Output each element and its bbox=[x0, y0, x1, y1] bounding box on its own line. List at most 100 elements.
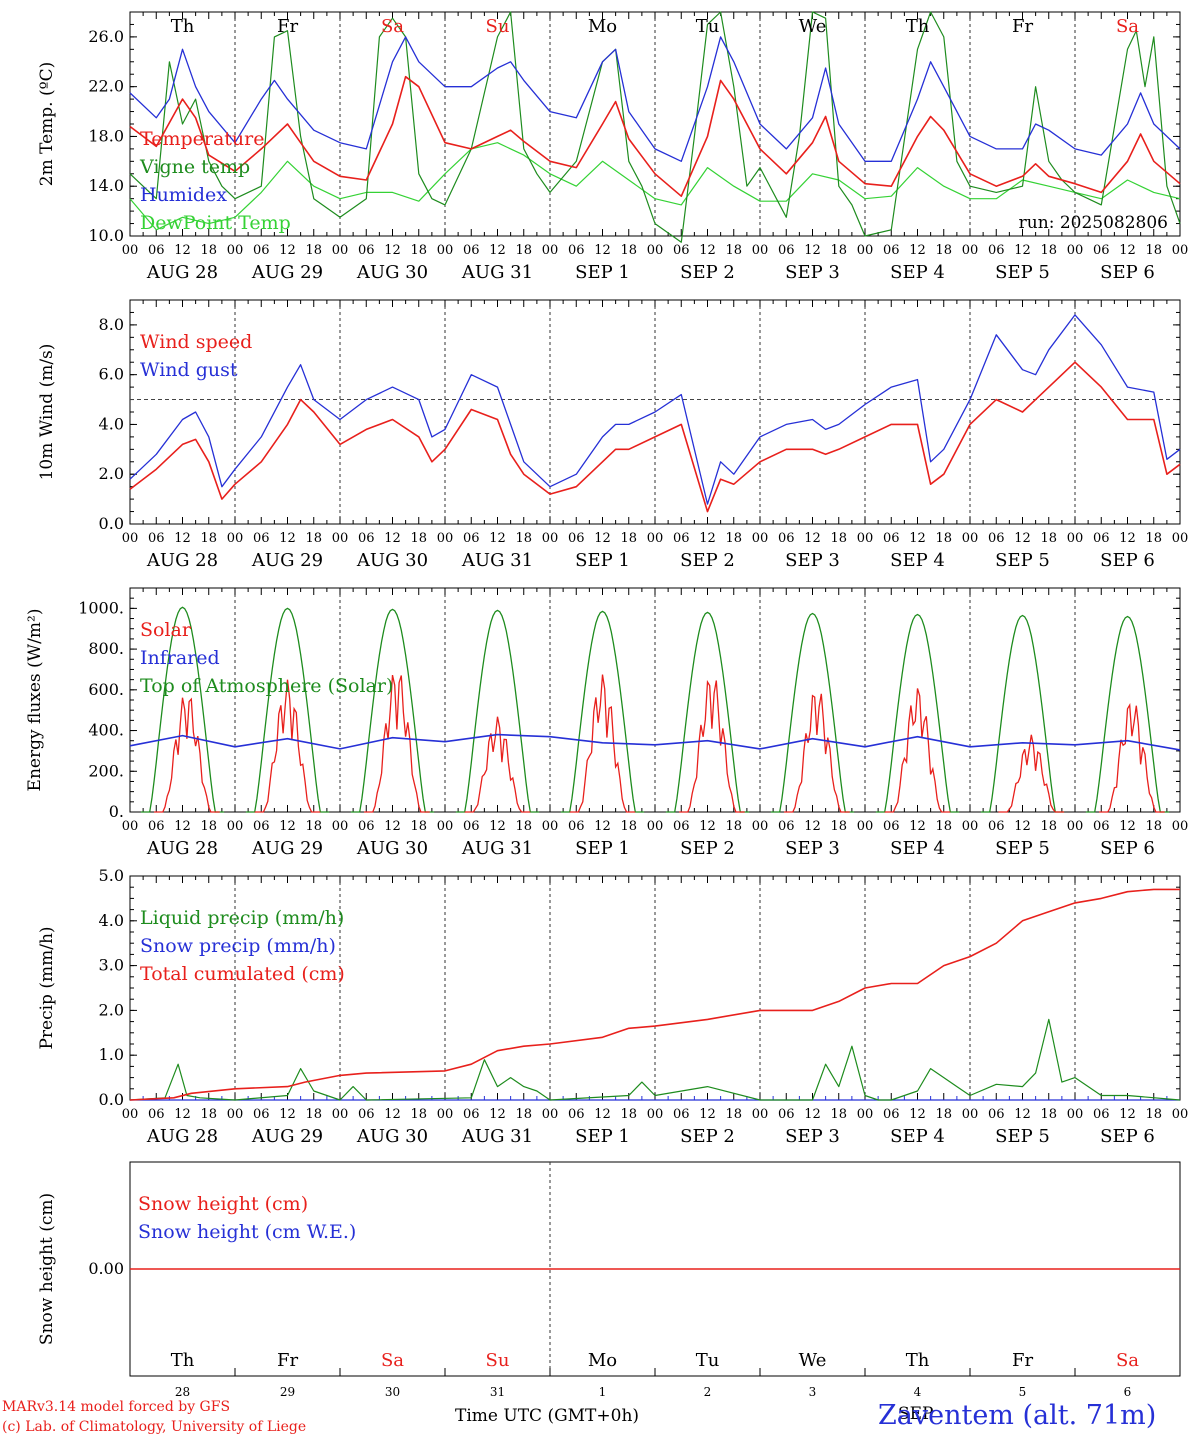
hour-tick-label: 12 bbox=[1014, 531, 1031, 546]
hour-tick-label: 06 bbox=[883, 819, 900, 834]
day-name-label: Sa bbox=[381, 16, 404, 37]
hour-tick-label: 06 bbox=[778, 1107, 795, 1122]
y-axis-label: Snow height (cm) bbox=[37, 1193, 57, 1345]
hour-tick-label: 06 bbox=[883, 531, 900, 546]
date-label: AUG 31 bbox=[461, 262, 533, 283]
solar-curve bbox=[784, 693, 850, 813]
hour-tick-label: 00 bbox=[542, 819, 559, 834]
hour-tick-label: 00 bbox=[1172, 243, 1189, 258]
solar-curve bbox=[1099, 702, 1165, 813]
day-name-label: Th bbox=[171, 1350, 195, 1371]
day-number-label: 1 bbox=[599, 1385, 607, 1399]
y-tick-label: 10.0 bbox=[88, 226, 124, 245]
y-tick-label: 14.0 bbox=[88, 176, 124, 195]
date-label: SEP 3 bbox=[785, 1126, 840, 1147]
hour-tick-label: 18 bbox=[935, 243, 952, 258]
day-name-label: Sa bbox=[381, 1350, 404, 1371]
day-name-label: Tu bbox=[696, 16, 720, 37]
hour-tick-label: 12 bbox=[384, 819, 401, 834]
date-label: AUG 28 bbox=[146, 262, 218, 283]
hour-tick-label: 12 bbox=[594, 819, 611, 834]
day-number-label: 30 bbox=[385, 1385, 400, 1399]
legend-entry: Humidex bbox=[140, 184, 227, 206]
hour-tick-label: 06 bbox=[358, 1107, 375, 1122]
y-tick-label: 18.0 bbox=[88, 126, 124, 145]
toa-solar-curve bbox=[875, 613, 960, 813]
hour-tick-label: 18 bbox=[410, 1107, 427, 1122]
hour-tick-label: 00 bbox=[962, 819, 979, 834]
hour-tick-label: 00 bbox=[1172, 1107, 1189, 1122]
hour-tick-label: 00 bbox=[647, 819, 664, 834]
hour-tick-label: 00 bbox=[332, 1107, 349, 1122]
hour-tick-label: 06 bbox=[883, 243, 900, 258]
date-label: SEP 3 bbox=[785, 262, 840, 283]
hour-tick-label: 00 bbox=[1067, 819, 1084, 834]
hour-tick-label: 12 bbox=[384, 531, 401, 546]
hour-tick-label: 12 bbox=[804, 243, 821, 258]
hour-tick-label: 18 bbox=[935, 819, 952, 834]
hour-tick-label: 12 bbox=[804, 531, 821, 546]
hour-tick-label: 00 bbox=[122, 531, 139, 546]
hour-tick-label: 06 bbox=[988, 243, 1005, 258]
hour-tick-label: 06 bbox=[673, 243, 690, 258]
toa-solar-curve bbox=[455, 609, 540, 813]
hour-tick-label: 00 bbox=[857, 243, 874, 258]
hour-tick-label: 18 bbox=[830, 1107, 847, 1122]
date-label: SEP 3 bbox=[785, 838, 840, 859]
hour-tick-label: 00 bbox=[1172, 819, 1189, 834]
x-axis-title: Time UTC (GMT+0h) bbox=[455, 1406, 640, 1426]
panel-frame bbox=[129, 587, 1181, 813]
legend-entry: Wind gust bbox=[140, 359, 238, 381]
date-label: AUG 30 bbox=[356, 550, 428, 571]
hour-tick-label: 00 bbox=[857, 819, 874, 834]
hour-tick-label: 00 bbox=[1172, 531, 1189, 546]
hour-tick-label: 00 bbox=[332, 243, 349, 258]
hour-tick-label: 00 bbox=[227, 1107, 244, 1122]
hour-tick-label: 06 bbox=[673, 1107, 690, 1122]
hour-tick-label: 06 bbox=[1093, 531, 1110, 546]
y-tick-label: 0.00 bbox=[88, 1259, 124, 1278]
date-label: SEP 4 bbox=[890, 550, 945, 571]
hour-tick-label: 18 bbox=[515, 531, 532, 546]
date-label: AUG 28 bbox=[146, 550, 218, 571]
hour-tick-label: 06 bbox=[148, 819, 165, 834]
hour-tick-label: 18 bbox=[620, 819, 637, 834]
hour-tick-label: 12 bbox=[699, 819, 716, 834]
hour-tick-label: 06 bbox=[253, 819, 270, 834]
day-name-label: Tu bbox=[696, 1350, 720, 1371]
hour-tick-label: 18 bbox=[725, 243, 742, 258]
hour-tick-label: 06 bbox=[358, 243, 375, 258]
legend-entry: Vigne temp bbox=[139, 156, 250, 178]
hour-tick-label: 12 bbox=[174, 531, 191, 546]
hour-tick-label: 06 bbox=[988, 531, 1005, 546]
y-tick-label: 22.0 bbox=[88, 77, 124, 96]
hour-tick-label: 00 bbox=[122, 1107, 139, 1122]
toa-solar-curve bbox=[770, 612, 855, 813]
hour-tick-label: 12 bbox=[1014, 243, 1031, 258]
y-tick-label: 2.0 bbox=[99, 1000, 124, 1019]
hour-tick-label: 18 bbox=[200, 243, 217, 258]
day-number-label: 2 bbox=[704, 1385, 712, 1399]
hour-tick-label: 12 bbox=[594, 531, 611, 546]
hour-tick-label: 00 bbox=[437, 819, 454, 834]
solar-curve bbox=[464, 716, 531, 813]
y-axis-label: 2m Temp. (ºC) bbox=[37, 62, 57, 187]
y-tick-label: 5.0 bbox=[99, 866, 124, 885]
hour-tick-label: 00 bbox=[437, 1107, 454, 1122]
y-tick-label: 4.0 bbox=[99, 414, 124, 433]
hour-tick-label: 18 bbox=[1040, 243, 1057, 258]
day-name-label: Sa bbox=[1116, 1350, 1139, 1371]
solar-curve bbox=[569, 674, 636, 813]
hour-tick-label: 12 bbox=[909, 531, 926, 546]
day-name-label: Fr bbox=[1012, 16, 1033, 37]
hour-tick-label: 06 bbox=[673, 531, 690, 546]
day-number-label: 3 bbox=[809, 1385, 817, 1399]
hour-tick-label: 00 bbox=[227, 819, 244, 834]
day-name-label: We bbox=[799, 1350, 827, 1371]
hour-tick-label: 18 bbox=[200, 819, 217, 834]
hour-tick-label: 06 bbox=[463, 531, 480, 546]
hour-tick-label: 12 bbox=[1119, 1107, 1136, 1122]
hour-tick-label: 00 bbox=[962, 531, 979, 546]
hour-tick-label: 00 bbox=[227, 243, 244, 258]
hour-tick-label: 18 bbox=[515, 243, 532, 258]
